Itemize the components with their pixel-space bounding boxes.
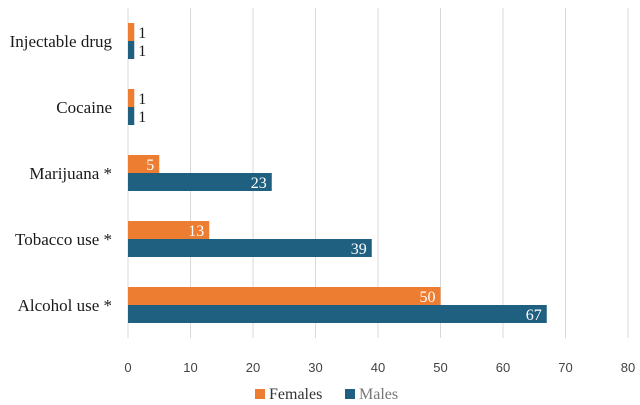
x-tick-label: 30: [308, 360, 322, 375]
category-label: Marijuana *: [29, 164, 112, 183]
category-labels: Injectable drug Cocaine Marijuana * Tobacco…: [10, 32, 113, 315]
data-label-females: 5: [146, 157, 154, 174]
data-label-females: 50: [420, 289, 436, 306]
x-tick-label: 80: [621, 360, 635, 375]
data-label-females: 1: [138, 25, 146, 42]
data-label-males: 39: [351, 241, 367, 258]
bar-females: [128, 155, 160, 173]
category-label: Tobacco use *: [15, 230, 112, 249]
legend-label-females: Females: [269, 386, 322, 403]
category-label: Injectable drug: [10, 32, 113, 51]
x-tick-label: 70: [558, 360, 572, 375]
x-tick-label: 40: [371, 360, 385, 375]
bar-males: [128, 173, 272, 191]
data-label-females: 13: [188, 223, 204, 240]
data-label-males: 1: [138, 43, 146, 60]
bar-females: [128, 23, 135, 41]
x-tick-label: 20: [246, 360, 260, 375]
bar-males: [128, 41, 135, 59]
bar-males: [128, 305, 547, 323]
category-label: Cocaine: [56, 98, 112, 117]
bar-females: [128, 89, 135, 107]
bar-females: [128, 287, 441, 305]
bar-females: [128, 221, 210, 239]
x-tick-label: 60: [496, 360, 510, 375]
data-label-females: 1: [138, 91, 146, 108]
x-tick-label: 50: [433, 360, 447, 375]
gridlines: [127, 8, 629, 338]
data-label-males: 67: [526, 307, 542, 324]
data-label-males: 1: [138, 109, 146, 126]
category-label: Alcohol use *: [18, 296, 112, 315]
bar-males: [128, 107, 135, 125]
x-tick-labels: 0 10 20 30 40 50 60 70 80: [124, 360, 635, 375]
bar-males: [128, 239, 372, 257]
legend-swatch-males: [345, 389, 355, 399]
legend: Females Males: [255, 386, 398, 403]
x-tick-label: 10: [183, 360, 197, 375]
legend-label-males: Males: [359, 386, 398, 403]
data-label-males: 23: [251, 175, 267, 192]
legend-swatch-females: [255, 389, 265, 399]
x-tick-label: 0: [124, 360, 131, 375]
